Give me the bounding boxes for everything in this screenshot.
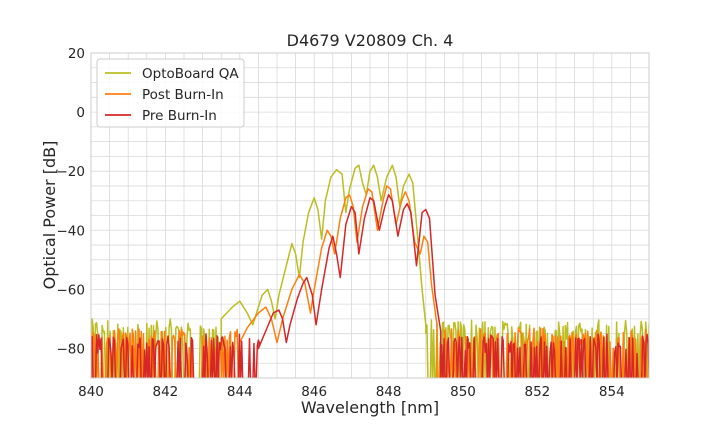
- x-tick-label: 850: [450, 384, 476, 400]
- y-tick-label: 0: [76, 105, 85, 121]
- x-axis-label: Wavelength [nm]: [301, 398, 439, 417]
- legend-box: [96, 58, 245, 128]
- x-tick-label: 854: [599, 384, 625, 400]
- series-line-pre-burn-in: [91, 194, 649, 378]
- y-tick-label: −80: [57, 341, 86, 357]
- legend-label: Post Burn-In: [142, 87, 224, 103]
- y-tick-label: 20: [68, 46, 85, 62]
- plot-frame: [90, 52, 650, 379]
- x-tick-label: 842: [153, 384, 179, 400]
- x-tick-label: 844: [227, 384, 253, 400]
- x-tick-label: 852: [525, 384, 551, 400]
- x-tick-label: 848: [376, 384, 402, 400]
- y-tick-label: −60: [57, 282, 86, 298]
- y-tick-label: −40: [57, 223, 86, 239]
- x-tick-label: 846: [301, 384, 327, 400]
- tick-labels: 840 842 844 846 848 850 852 854 20 0 −20 −40 −60 −80: [57, 46, 625, 400]
- legend-label: OptoBoard QA: [142, 66, 239, 82]
- legend: OptoBoard QA Post Burn-In Pre Burn-In: [96, 58, 245, 128]
- y-axis-label: Optical Power [dB]: [40, 141, 59, 290]
- chart-title: D4679 V20809 Ch. 4: [287, 31, 454, 50]
- y-tick-label: −20: [57, 164, 86, 180]
- legend-label: Pre Burn-In: [142, 108, 217, 124]
- x-tick-label: 840: [78, 384, 104, 400]
- series-layer: [91, 164, 649, 378]
